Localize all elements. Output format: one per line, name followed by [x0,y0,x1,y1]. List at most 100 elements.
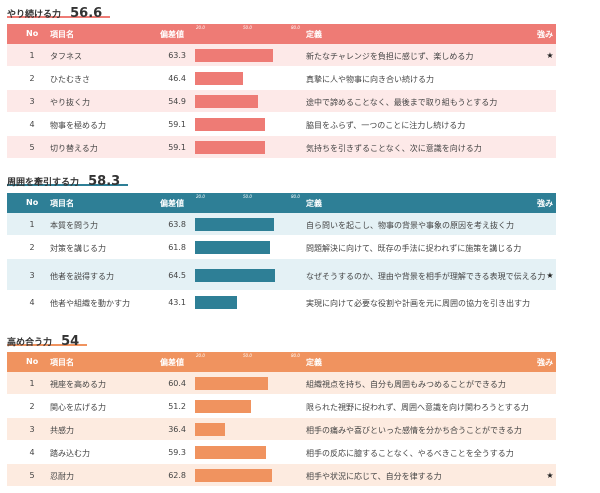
row-number: 1 [29,220,35,229]
row-number: 4 [29,448,35,457]
table-row: 2 関心を広げる力 51.2 限られた視野に捉われず、周囲へ意識を向け関わろうとする力 [7,395,556,418]
section-title: 高め合う力 54 [7,330,88,349]
deviation-value: 59.1 [168,120,186,129]
row-number: 2 [29,402,35,411]
score-bar-cell [195,113,303,136]
score-bar [195,218,274,231]
deviation-value: 63.3 [168,51,186,60]
definition-text: 新たなチャレンジを負担に感じず、楽しめる力 [306,52,474,61]
score-bar [195,423,225,436]
section-title-label: 周囲を牽引する力 [7,178,80,188]
score-bar-cell [195,464,303,487]
definition-text: 相手の痛みや喜びといった感情を分かち合うことができる力 [306,426,522,435]
table-row: 4 物事を極める力 59.1 脇目をふらず、一つのことに注力し続ける力 [7,113,556,136]
score-bar [195,269,276,282]
header-strength: 強み [537,30,553,39]
table-row: 3 他者を説得する力 64.5 なぜそうするのか、理由や背景を相手が理解できる表現で伝… [7,259,556,291]
tick-label: 20.0 [196,353,205,358]
section-title: 周囲を牽引する力 58.3 [7,170,129,189]
deviation-value: 59.3 [168,448,186,457]
deviation-value: 36.4 [168,425,186,434]
deviation-value: 63.8 [168,220,186,229]
row-number: 4 [29,298,35,307]
deviation-value: 51.2 [168,402,186,411]
table-header: No 項目名 偏差値 20.0 50.0 80.0 定義 強み [7,193,556,213]
item-name: 他者や組織を動かす力 [50,299,130,308]
section-score: 58.3 [88,174,121,189]
definition-text: 組織視点を持ち、自分も周囲もみつめることができる力 [306,380,506,389]
table-row: 5 切り替える力 59.1 気持ちを引きずることなく、次に意識を向ける力 [7,136,556,159]
score-bar [195,446,266,459]
header-strength: 強み [537,358,553,367]
header-definition: 定義 [306,358,322,367]
table-row: 1 視座を高める力 60.4 組織視点を持ち、自分も周囲もみつめることができる力 [7,372,556,395]
item-name: 関心を広げる力 [50,403,106,412]
header-no: No [26,198,39,207]
header-value: 偏差値 [160,30,184,39]
score-bar-cell [195,259,303,291]
table-row: 4 他者や組織を動かす力 43.1 実現に向けて必要な役割や計画を元に周囲の協力を引き… [7,291,556,314]
table-row: 1 タフネス 63.3 新たなチャレンジを負担に感じず、楽しめる力 ★ [7,44,556,67]
score-bar [195,72,243,85]
deviation-value: 62.8 [168,471,186,480]
header-strength: 強み [537,199,553,208]
deviation-value: 59.1 [168,143,186,152]
tick-label: 50.0 [243,353,252,358]
table-row: 3 共感力 36.4 相手の痛みや喜びといった感情を分かち合うことができる力 [7,418,556,441]
score-bar-cell [195,90,303,113]
row-number: 2 [29,243,35,252]
table-row: 2 ひたむきさ 46.4 真摯に人や物事に向き合い続ける力 [7,67,556,90]
definition-text: 相手や状況に応じて、自分を律する力 [306,472,442,481]
section-score: 54 [61,334,80,349]
score-bar [195,296,237,309]
header-ticks: 20.0 50.0 80.0 [195,24,303,44]
header-name: 項目名 [50,358,74,367]
definition-text: 問題解決に向けて、既存の手法に捉われずに施策を講じる力 [306,244,522,253]
header-ticks: 20.0 50.0 80.0 [195,193,303,213]
header-ticks: 20.0 50.0 80.0 [195,352,303,372]
header-value: 偏差値 [160,199,184,208]
score-bar-cell [195,67,303,90]
score-bar-cell [195,395,303,418]
score-bar-cell [195,441,303,464]
row-number: 5 [29,471,35,480]
table-header: No 項目名 偏差値 20.0 50.0 80.0 定義 強み [7,352,556,372]
definition-text: なぜそうするのか、理由や背景を相手が理解できる表現で伝える力 [306,272,546,281]
table-row: 3 やり抜く力 54.9 途中で諦めることなく、最後まで取り組もうとする力 [7,90,556,113]
row-number: 3 [29,97,35,106]
score-bar-cell [195,136,303,159]
item-name: 対策を講じる力 [50,244,106,253]
item-name: 視座を高める力 [50,380,106,389]
deviation-value: 61.8 [168,243,186,252]
tick-label: 50.0 [243,194,252,199]
deviation-value: 46.4 [168,74,186,83]
definition-text: 相手の反応に臆することなく、やるべきことを全うする力 [306,449,514,458]
item-name: 本質を問う力 [50,221,98,230]
row-number: 5 [29,143,35,152]
tick-label: 80.0 [291,25,300,30]
score-bar-cell [195,291,303,314]
table-row: 2 対策を講じる力 61.8 問題解決に向けて、既存の手法に捉われずに施策を講じる力 [7,236,556,259]
definition-text: 真摯に人や物事に向き合い続ける力 [306,75,434,84]
tick-label: 50.0 [243,25,252,30]
definition-text: 脇目をふらず、一つのことに注力し続ける力 [306,121,466,130]
strength-star: ★ [546,271,554,280]
section-score: 56.6 [70,6,103,21]
row-number: 3 [29,271,35,280]
header-name: 項目名 [50,30,74,39]
score-bar [195,241,271,254]
item-name: 踏み込む力 [50,449,90,458]
tick-label: 80.0 [291,194,300,199]
score-bar [195,118,266,131]
deviation-value: 54.9 [168,97,186,106]
table-row: 1 本質を問う力 63.8 自ら問いを起こし、物事の背景や事象の原因を考え抜く力 [7,213,556,236]
table-row: 4 踏み込む力 59.3 相手の反応に臆することなく、やるべきことを全うする力 [7,441,556,464]
table-header: No 項目名 偏差値 20.0 50.0 80.0 定義 強み [7,24,556,44]
definition-text: 限られた視野に捉われず、周囲へ意識を向け関わろうとする力 [306,403,529,412]
tick-label: 20.0 [196,194,205,199]
row-number: 3 [29,425,35,434]
score-bar [195,400,252,413]
header-definition: 定義 [306,30,322,39]
item-name: 物事を極める力 [50,121,106,130]
deviation-value: 60.4 [168,379,186,388]
